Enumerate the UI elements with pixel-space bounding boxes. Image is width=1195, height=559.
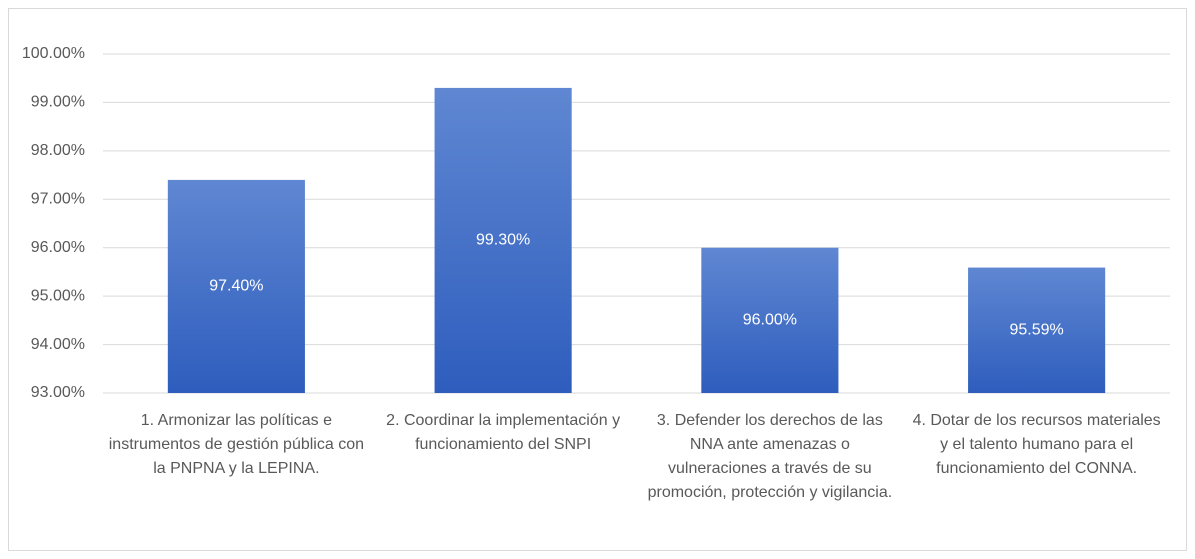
bar — [968, 267, 1106, 393]
y-tick-label: 95.00% — [31, 287, 85, 304]
value-label: 96.00% — [743, 312, 797, 329]
y-tick-label: 97.00% — [31, 191, 85, 208]
x-tick-label: 3. Defender los derechos de las NNA ante … — [648, 412, 893, 501]
y-tick-label: 93.00% — [31, 384, 85, 401]
value-label: 95.59% — [1009, 322, 1063, 339]
x-tick-label: 4. Dotar de los recursos materiales y el … — [913, 412, 1161, 477]
bar — [434, 87, 572, 394]
y-tick-label: 98.00% — [31, 142, 85, 159]
value-label: 99.30% — [476, 232, 530, 249]
bar — [167, 179, 305, 393]
y-tick-label: 100.00% — [22, 45, 85, 62]
x-tick-label: 2. Coordinar la implementación y funciona… — [386, 412, 620, 453]
value-label: 97.40% — [209, 278, 263, 295]
y-tick-label: 99.00% — [31, 94, 85, 111]
y-tick-label: 96.00% — [31, 239, 85, 256]
bar — [701, 247, 839, 393]
y-tick-label: 94.00% — [31, 336, 85, 353]
x-tick-label: 1. Armonizar las políticas e instrumentos… — [109, 412, 364, 477]
